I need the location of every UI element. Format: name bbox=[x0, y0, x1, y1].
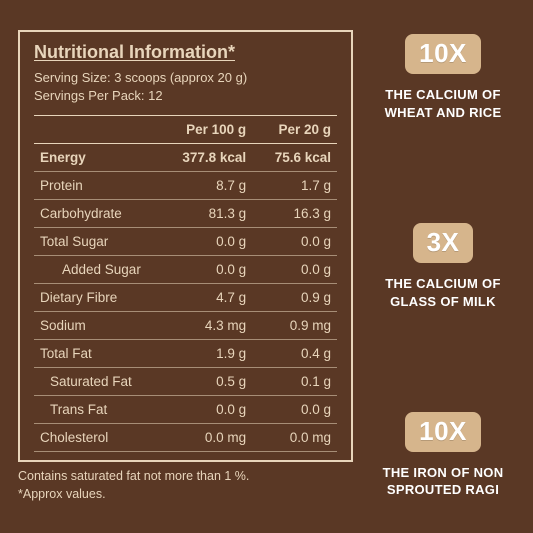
table-header-row: Per 100 g Per 20 g bbox=[34, 116, 337, 144]
callouts-column: 10XTHE CALCIUM OFWHEAT AND RICE3XTHE CAL… bbox=[371, 30, 515, 503]
nutrient-label: Protein bbox=[34, 172, 167, 200]
nutrition-table: Per 100 g Per 20 g Energy377.8 kcal75.6 … bbox=[34, 115, 337, 452]
table-row: Dietary Fibre4.7 g0.9 g bbox=[34, 284, 337, 312]
per-100g-value: 377.8 kcal bbox=[167, 144, 252, 172]
footnote-line1: Contains saturated fat not more than 1 %… bbox=[18, 468, 353, 486]
table-row: Saturated Fat0.5 g0.1 g bbox=[34, 368, 337, 396]
table-row: Trans Fat0.0 g0.0 g bbox=[34, 396, 337, 424]
nutrient-label: Energy bbox=[34, 144, 167, 172]
multiplier-badge: 10X bbox=[405, 412, 481, 452]
per-20g-value: 0.0 mg bbox=[252, 424, 337, 452]
per-100g-value: 0.5 g bbox=[167, 368, 252, 396]
table-row: Protein8.7 g1.7 g bbox=[34, 172, 337, 200]
callout-text-line1: THE CALCIUM OF bbox=[385, 275, 500, 293]
table-row: Added Sugar0.0 g0.0 g bbox=[34, 256, 337, 284]
per-20g-value: 0.9 g bbox=[252, 284, 337, 312]
per-100g-value: 0.0 g bbox=[167, 256, 252, 284]
panel-title: Nutritional Information* bbox=[34, 42, 337, 63]
per-20g-value: 0.0 g bbox=[252, 228, 337, 256]
col-per20: Per 20 g bbox=[252, 116, 337, 144]
per-100g-value: 8.7 g bbox=[167, 172, 252, 200]
col-blank bbox=[34, 116, 167, 144]
footnote: Contains saturated fat not more than 1 %… bbox=[18, 468, 353, 503]
table-row: Carbohydrate81.3 g16.3 g bbox=[34, 200, 337, 228]
per-100g-value: 1.9 g bbox=[167, 340, 252, 368]
nutrient-label: Saturated Fat bbox=[34, 368, 167, 396]
per-20g-value: 0.9 mg bbox=[252, 312, 337, 340]
nutrient-label: Dietary Fibre bbox=[34, 284, 167, 312]
serving-info: Serving Size: 3 scoops (approx 20 g) Ser… bbox=[34, 69, 337, 105]
nutrient-label: Cholesterol bbox=[34, 424, 167, 452]
per-100g-value: 4.7 g bbox=[167, 284, 252, 312]
multiplier-badge: 3X bbox=[413, 223, 474, 263]
table-row: Cholesterol0.0 mg0.0 mg bbox=[34, 424, 337, 452]
callout: 10X THE CALCIUM OFWHEAT AND RICE bbox=[371, 34, 515, 121]
callout-text-line1: THE CALCIUM OF bbox=[385, 86, 502, 104]
nutrient-label: Trans Fat bbox=[34, 396, 167, 424]
per-20g-value: 1.7 g bbox=[252, 172, 337, 200]
table-row: Sodium4.3 mg0.9 mg bbox=[34, 312, 337, 340]
per-20g-value: 16.3 g bbox=[252, 200, 337, 228]
callout-text-line2: GLASS OF MILK bbox=[385, 293, 500, 311]
per-100g-value: 4.3 mg bbox=[167, 312, 252, 340]
per-20g-value: 0.4 g bbox=[252, 340, 337, 368]
callout-text: THE CALCIUM OFWHEAT AND RICE bbox=[385, 86, 502, 121]
servings-per-pack: Servings Per Pack: 12 bbox=[34, 87, 337, 105]
serving-size: Serving Size: 3 scoops (approx 20 g) bbox=[34, 69, 337, 87]
table-row: Energy377.8 kcal75.6 kcal bbox=[34, 144, 337, 172]
nutrient-label: Total Fat bbox=[34, 340, 167, 368]
footnote-line2: *Approx values. bbox=[18, 486, 353, 504]
table-row: Total Sugar0.0 g0.0 g bbox=[34, 228, 337, 256]
per-20g-value: 0.0 g bbox=[252, 256, 337, 284]
col-per100: Per 100 g bbox=[167, 116, 252, 144]
per-20g-value: 0.0 g bbox=[252, 396, 337, 424]
per-100g-value: 81.3 g bbox=[167, 200, 252, 228]
per-100g-value: 0.0 mg bbox=[167, 424, 252, 452]
per-100g-value: 0.0 g bbox=[167, 396, 252, 424]
callout-text: THE IRON OF NONSPROUTED RAGI bbox=[383, 464, 504, 499]
callout-text-line2: SPROUTED RAGI bbox=[383, 481, 504, 499]
callout: 3X THE CALCIUM OFGLASS OF MILK bbox=[371, 223, 515, 310]
per-20g-value: 75.6 kcal bbox=[252, 144, 337, 172]
nutrient-label: Carbohydrate bbox=[34, 200, 167, 228]
nutrient-label: Total Sugar bbox=[34, 228, 167, 256]
callout-text: THE CALCIUM OFGLASS OF MILK bbox=[385, 275, 500, 310]
callout-text-line1: THE IRON OF NON bbox=[383, 464, 504, 482]
nutrient-label: Sodium bbox=[34, 312, 167, 340]
multiplier-badge: 10X bbox=[405, 34, 481, 74]
nutrition-box: Nutritional Information* Serving Size: 3… bbox=[18, 30, 353, 462]
nutrition-panel: Nutritional Information* Serving Size: 3… bbox=[18, 30, 353, 503]
callout-text-line2: WHEAT AND RICE bbox=[385, 104, 502, 122]
nutrient-label: Added Sugar bbox=[34, 256, 167, 284]
per-100g-value: 0.0 g bbox=[167, 228, 252, 256]
callout: 10X THE IRON OF NONSPROUTED RAGI bbox=[371, 412, 515, 499]
per-20g-value: 0.1 g bbox=[252, 368, 337, 396]
table-row: Total Fat1.9 g0.4 g bbox=[34, 340, 337, 368]
